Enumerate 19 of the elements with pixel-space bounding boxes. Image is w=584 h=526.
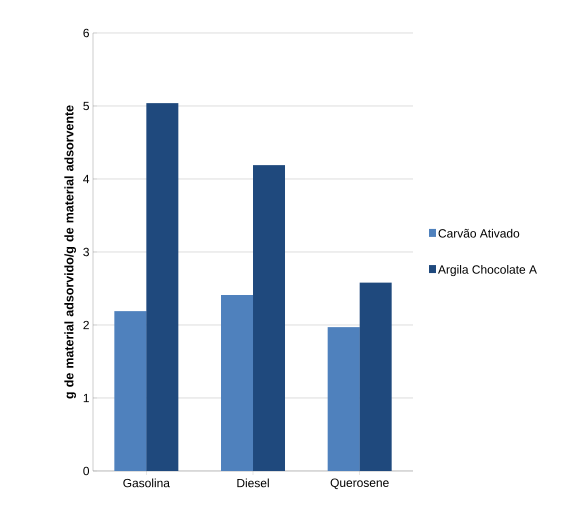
bar xyxy=(360,282,392,471)
y-tick-label: 2 xyxy=(83,320,89,330)
y-tick-label: 0 xyxy=(83,466,90,476)
x-tick-label: Gasolina xyxy=(123,478,170,488)
x-tick-label: Diesel xyxy=(237,478,269,488)
bar xyxy=(253,165,286,471)
bar xyxy=(146,103,178,471)
y-tick-label: 6 xyxy=(83,28,89,38)
x-tick-label: Querosene xyxy=(330,478,389,490)
y-tick-label: 4 xyxy=(83,174,90,184)
legend-label: Carvão Ativado xyxy=(438,228,520,238)
bar xyxy=(114,311,146,471)
y-axis-title: g de material adsorvido/g de material adsorvente xyxy=(64,105,76,399)
bar xyxy=(221,295,254,471)
legend-label: Argila Chocolate A xyxy=(438,264,537,276)
y-tick-label: 5 xyxy=(83,102,89,110)
bar xyxy=(328,327,360,471)
y-tick-label: 1 xyxy=(84,394,89,402)
y-tick-label: 3 xyxy=(83,248,89,256)
